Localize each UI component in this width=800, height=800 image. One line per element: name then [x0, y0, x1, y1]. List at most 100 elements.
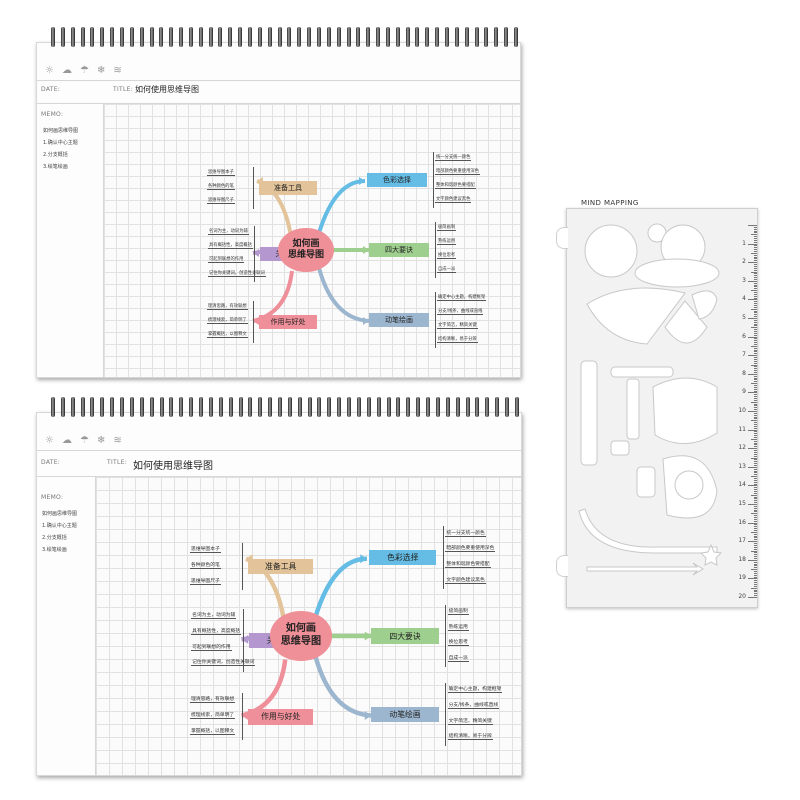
memo-item: 3.绘笔绘画: [43, 164, 68, 170]
ruler-tick: [754, 572, 757, 574]
ruler-tick: [754, 463, 757, 465]
ruler-tick: [754, 489, 757, 491]
ruler-tick: [754, 386, 757, 388]
date-title-row: [37, 450, 521, 477]
ruler-tick: [754, 239, 757, 241]
sun-icon: ☼: [45, 435, 54, 446]
binder-notch: [556, 555, 568, 577]
ruler-tick: [754, 282, 757, 284]
branch-benefit: 作用与好处: [248, 708, 314, 725]
leaf-bracket: [445, 683, 447, 746]
ruler-tick: [751, 513, 757, 515]
spiral-coil: [51, 27, 55, 47]
ruler-tick: [754, 334, 757, 336]
ruler-tick: [754, 379, 757, 381]
ruler-tick: [754, 459, 757, 461]
stencil-title: MIND MAPPING: [581, 199, 639, 207]
leaf-text: 换位思考: [437, 253, 457, 259]
mind-map: 准备工具思维导图本子各种颜色的笔思维导图尺子关键词名词为主，动词为辅具有概括性，…: [37, 413, 521, 775]
spiral-coil: [406, 397, 411, 417]
ruler-tick: [754, 397, 757, 399]
ruler-tick: [754, 507, 757, 509]
leaf-text: 梳理线索，简单明了: [190, 713, 236, 720]
spiral-coil: [454, 27, 459, 47]
spiral-coil: [188, 27, 193, 47]
ruler-tick: [754, 377, 757, 379]
ruler-tick: [754, 247, 757, 249]
branch-curve-draw: [317, 267, 370, 323]
leaf-text: 暗部颜色要重使用深色: [445, 546, 496, 553]
ruler-tick: [754, 563, 757, 565]
spiral-coil: [484, 27, 489, 47]
ruler-number: 7: [742, 351, 746, 359]
ruler-tick: [754, 390, 757, 392]
leaf-text: 记住你关键词，创造性关联词: [208, 271, 266, 277]
ruler-tick: [754, 515, 757, 517]
ruler-tick: [754, 435, 757, 437]
memo-label: MEMO:: [41, 494, 64, 501]
spiral-coil: [70, 27, 75, 47]
spiral-coil: [208, 27, 213, 47]
ruler-tick: [754, 342, 757, 344]
spiral-coil: [100, 27, 105, 47]
ruler-tick: [754, 433, 757, 435]
ruler-tick: [754, 254, 757, 256]
ruler-tick: [748, 373, 757, 375]
ruler-tick: [754, 483, 757, 485]
spiral-coil: [396, 397, 401, 417]
ruler-tick: [754, 232, 757, 234]
ruler-tick: [754, 565, 757, 567]
spiral-coil: [366, 397, 371, 417]
ruler-tick: [754, 384, 757, 386]
ruler-tick: [754, 264, 757, 266]
ruler-tick: [754, 481, 757, 483]
ruler-tick: [754, 517, 757, 519]
leaf-bracket: [253, 167, 254, 209]
ruler-tick: [754, 325, 757, 327]
leaf-text: 整体和谐颜色要搭配: [435, 183, 476, 189]
spiral-coil: [278, 397, 282, 417]
leaf-text: 文字颜色建议黑色: [445, 577, 486, 584]
memo-item: 3.绘笔绘画: [42, 547, 67, 553]
ruler-tick: [754, 487, 757, 489]
ruler-tick: [754, 537, 757, 539]
branch-curve-benefit: [240, 659, 288, 718]
spiral-coil: [90, 397, 95, 417]
arrow-head: [359, 177, 365, 185]
spiral-coil: [51, 397, 55, 417]
ruler-tick: [754, 589, 757, 591]
spiral-coil: [336, 27, 341, 47]
bottom-notebook: ☼ ☁ ☂ ❄ ≋ DATE: TITLE: 如何使用思维导图 MEMO: 如何…: [36, 397, 522, 776]
wind-icon: ≋: [113, 435, 122, 446]
ruler-tick: [754, 267, 757, 269]
ruler-tick: [748, 541, 757, 543]
spiral-coil: [347, 397, 352, 417]
spiral-coil: [386, 397, 391, 417]
spiral-coil: [485, 397, 490, 417]
ruler-tick: [751, 401, 757, 403]
ruler-tick: [754, 477, 757, 479]
ruler-tick: [751, 550, 757, 552]
ruler-tick: [754, 502, 757, 504]
ruler-tick: [754, 427, 757, 429]
stencil-shapes: [578, 223, 723, 576]
spiral-coil: [238, 397, 243, 417]
ruler-number: 13: [738, 462, 746, 470]
ruler-tick: [754, 396, 757, 398]
leaf-text: 分支/线条，曲线或直线: [447, 703, 500, 709]
ruler-tick: [754, 362, 757, 364]
ruler-tick: [748, 318, 757, 319]
spiral-coil: [316, 27, 321, 47]
ruler-tick: [751, 587, 757, 589]
ruler-tick: [751, 308, 757, 310]
spiral-coil: [159, 397, 164, 417]
ruler-tick: [754, 347, 757, 349]
ruler-tick: [754, 288, 757, 290]
ruler-tick: [754, 260, 757, 262]
memo-item: 2.分支概括: [43, 152, 68, 158]
spiral-coil: [60, 27, 65, 47]
spiral-coil: [395, 27, 400, 47]
ruler-tick: [754, 526, 757, 528]
memo-list: 如何画思维导图 1.确认中心主题 2.分支概括 3.绘笔绘画: [43, 125, 78, 173]
ruler-tick: [754, 277, 757, 279]
